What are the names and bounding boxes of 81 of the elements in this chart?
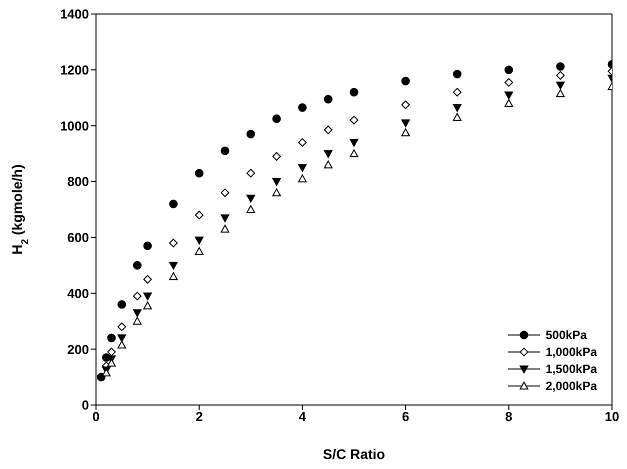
point — [169, 238, 178, 248]
point — [246, 194, 256, 203]
point — [220, 214, 230, 222]
legend-label: 500kPa — [546, 328, 587, 342]
point — [132, 316, 142, 325]
point — [118, 334, 126, 342]
point — [350, 138, 358, 147]
point — [132, 292, 142, 300]
point — [132, 261, 142, 270]
point — [272, 114, 281, 124]
point — [452, 104, 462, 112]
legend-label: 2,000kPa — [546, 378, 597, 392]
point — [246, 130, 256, 138]
point — [246, 205, 256, 214]
x-tick-label: 4 — [298, 409, 307, 424]
point — [504, 99, 514, 107]
point — [272, 178, 281, 186]
point — [452, 113, 462, 121]
point — [118, 340, 126, 348]
point — [143, 302, 152, 310]
y-tick-label: 800 — [67, 174, 89, 190]
point — [401, 100, 410, 110]
point — [452, 88, 462, 96]
y-tick-label: 400 — [67, 286, 89, 301]
point — [194, 236, 204, 245]
point — [143, 242, 152, 250]
x-axis-title: S/C Ratio — [322, 446, 386, 462]
point — [143, 275, 152, 284]
point — [220, 188, 230, 198]
legend-label: 1,500kPa — [546, 362, 597, 376]
y-tick-label: 1200 — [60, 62, 89, 78]
x-tick-label: 2 — [196, 409, 203, 424]
point — [350, 88, 358, 96]
point — [556, 82, 565, 90]
point — [118, 322, 126, 332]
point — [401, 119, 410, 128]
y-tick-label: 600 — [67, 230, 89, 246]
point — [246, 168, 256, 178]
point — [272, 152, 281, 161]
point — [350, 149, 358, 158]
point — [194, 210, 204, 220]
point — [504, 66, 514, 74]
point — [324, 126, 332, 134]
x-tick-label: 0 — [92, 409, 100, 424]
legend-label: 1,000kPa — [546, 344, 597, 358]
x-tick-label: 6 — [402, 409, 410, 424]
point — [118, 300, 126, 309]
point — [324, 150, 332, 158]
point — [401, 128, 410, 136]
point — [324, 160, 332, 168]
point — [298, 174, 307, 182]
point — [504, 91, 514, 100]
point — [298, 138, 307, 147]
point — [107, 334, 116, 342]
point — [556, 62, 565, 71]
point — [220, 224, 230, 233]
point — [107, 348, 116, 356]
y-tick-label: 200 — [67, 342, 89, 357]
y-tick-label: 1000 — [60, 118, 89, 134]
point — [504, 78, 514, 87]
y-tick-label: 0 — [82, 398, 89, 413]
point — [220, 146, 230, 156]
point — [401, 76, 410, 86]
point — [350, 116, 358, 124]
point — [169, 262, 178, 270]
point — [556, 89, 565, 98]
x-tick-label: 8 — [505, 409, 512, 424]
point — [272, 188, 281, 196]
point — [143, 292, 152, 300]
point — [194, 168, 204, 178]
point — [169, 200, 178, 208]
point — [324, 94, 332, 104]
point — [298, 103, 307, 112]
point — [298, 164, 307, 172]
x-tick-label: 10 — [604, 409, 620, 424]
point — [169, 272, 178, 280]
point — [556, 71, 565, 80]
y-tick-label: 1400 — [60, 6, 89, 22]
point — [452, 70, 462, 78]
point — [194, 247, 204, 255]
point — [132, 309, 142, 318]
